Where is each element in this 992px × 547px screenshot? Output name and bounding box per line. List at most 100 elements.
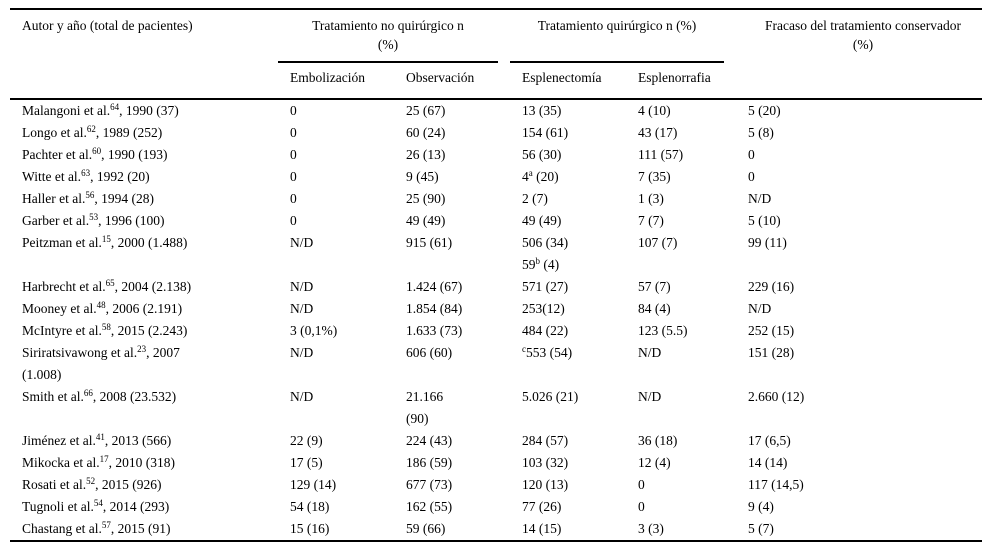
cell-embolization: 129 (14)	[290, 477, 337, 492]
column-header-failure: Fracaso del tratamiento conservador (%)	[736, 9, 983, 100]
table-row: Garber et al.53, 1996 (100) 0 49 (49) 49…	[10, 210, 982, 232]
cell-failure: 5 (10)	[748, 213, 781, 228]
cell-observation: 1.854 (84)	[406, 301, 463, 316]
cell-splenorrhaphy: 57 (7)	[638, 279, 671, 294]
table-row: Longo et al.62, 1989 (252) 0 60 (24) 154…	[10, 122, 982, 144]
cell-embolization: 15 (16)	[290, 521, 330, 536]
cell-failure: N/D	[748, 301, 772, 316]
cell-author: Rosati et al.52, 2015 (926)	[22, 476, 162, 493]
cell-splenorrhaphy: N/D	[638, 389, 662, 404]
column-header-embolization: Embolización	[278, 63, 394, 100]
cell-observation: 21.166 (90)	[406, 389, 444, 426]
cell-observation: 677 (73)	[406, 477, 453, 492]
cell-splenorrhaphy: 12 (4)	[638, 455, 671, 470]
cell-observation: 60 (24)	[406, 125, 446, 140]
table-row: Haller et al.56, 1994 (28) 0 25 (90) 2 (…	[10, 188, 982, 210]
table-row: Harbrecht et al.65, 2004 (2.138) N/D 1.4…	[10, 276, 982, 298]
cell-splenorrhaphy: 3 (3)	[638, 521, 664, 536]
column-group-surgical: Tratamiento quirúrgico n (%)	[510, 9, 736, 63]
cell-failure: 0	[748, 169, 755, 184]
cell-splenectomy: 284 (57)	[522, 433, 569, 448]
cell-observation: 59 (66)	[406, 521, 446, 536]
cell-failure: 5 (20)	[748, 103, 781, 118]
cell-splenectomy: 103 (32)	[522, 455, 569, 470]
cell-splenectomy: 13 (35)	[522, 103, 562, 118]
cell-splenectomy: 484 (22)	[522, 323, 569, 338]
cell-author: Chastang et al.57, 2015 (91)	[22, 520, 171, 537]
cell-embolization: N/D	[290, 345, 314, 360]
table-row: Jiménez et al.41, 2013 (566) 22 (9) 224 …	[10, 430, 982, 452]
cell-splenectomy: 14 (15)	[522, 521, 562, 536]
cell-splenorrhaphy: 36 (18)	[638, 433, 678, 448]
cell-splenorrhaphy: 107 (7)	[638, 235, 678, 250]
cell-splenectomy: 5.026 (21)	[522, 389, 579, 404]
cell-observation: 186 (59)	[406, 455, 453, 470]
column-group-nonsurgical-label: Tratamiento no quirúrgico n (%)	[278, 10, 498, 63]
cell-splenectomy: 506 (34) 59b (4)	[522, 235, 569, 272]
cell-splenorrhaphy: 111 (57)	[638, 147, 684, 162]
cell-observation: 9 (45)	[406, 169, 439, 184]
table-row: McIntyre et al.58, 2015 (2.243) 3 (0,1%)…	[10, 320, 982, 342]
cell-failure: N/D	[748, 191, 772, 206]
cell-embolization: 0	[290, 103, 297, 118]
cell-embolization: 0	[290, 147, 297, 162]
cell-splenorrhaphy: 7 (35)	[638, 169, 671, 184]
column-header-author: Autor y año (total de pacientes)	[10, 9, 278, 100]
cell-observation: 25 (90)	[406, 191, 446, 206]
header-sub-row: Embolización Observación Esplenectomía E…	[10, 63, 982, 100]
cell-failure: 99 (11)	[748, 235, 787, 250]
table-row: Smith et al.66, 2008 (23.532) N/D 21.166…	[10, 386, 982, 430]
cell-splenorrhaphy: 7 (7)	[638, 213, 664, 228]
cell-splenorrhaphy: N/D	[638, 345, 662, 360]
cell-author: Garber et al.53, 1996 (100)	[22, 212, 165, 229]
cell-splenorrhaphy: 0	[638, 499, 645, 514]
cell-observation: 49 (49)	[406, 213, 446, 228]
cell-splenectomy: 253(12)	[522, 301, 565, 316]
cell-embolization: 0	[290, 213, 297, 228]
cell-embolization: N/D	[290, 389, 314, 404]
table-row: Mooney et al.48, 2006 (2.191) N/D 1.854 …	[10, 298, 982, 320]
cell-author: Jiménez et al.41, 2013 (566)	[22, 432, 172, 449]
treatment-outcomes-table: Autor y año (total de pacientes) Tratami…	[10, 8, 983, 542]
table-row: Mikocka et al.17, 2010 (318) 17 (5) 186 …	[10, 452, 982, 474]
cell-splenectomy: 56 (30)	[522, 147, 562, 162]
cell-splenorrhaphy: 123 (5.5)	[638, 323, 688, 338]
cell-splenectomy: c553 (54)	[522, 344, 573, 361]
cell-author: Pachter et al.60, 1990 (193)	[22, 146, 168, 163]
cell-embolization: 0	[290, 169, 297, 184]
cell-observation: 1.633 (73)	[406, 323, 463, 338]
cell-embolization: 17 (5)	[290, 455, 323, 470]
cell-embolization: 22 (9)	[290, 433, 323, 448]
cell-author: Harbrecht et al.65, 2004 (2.138)	[22, 278, 192, 295]
table-header: Autor y año (total de pacientes) Tratami…	[10, 9, 983, 100]
cell-embolization: N/D	[290, 235, 314, 250]
cell-failure: 5 (7)	[748, 521, 774, 536]
table-row: Peitzman et al.15, 2000 (1.488) N/D 915 …	[10, 232, 982, 276]
cell-embolization: 0	[290, 125, 297, 140]
cell-splenectomy: 49 (49)	[522, 213, 562, 228]
cell-splenorrhaphy: 43 (17)	[638, 125, 678, 140]
cell-observation: 26 (13)	[406, 147, 446, 162]
cell-author: Mikocka et al.17, 2010 (318)	[22, 454, 175, 471]
cell-observation: 915 (61)	[406, 235, 453, 250]
cell-author: Mooney et al.48, 2006 (2.191)	[22, 300, 183, 317]
cell-splenectomy: 154 (61)	[522, 125, 569, 140]
cell-observation: 1.424 (67)	[406, 279, 463, 294]
cell-failure: 2.660 (12)	[748, 389, 805, 404]
table-row: Tugnoli et al.54, 2014 (293) 54 (18) 162…	[10, 496, 982, 518]
cell-author: McIntyre et al.58, 2015 (2.243)	[22, 322, 188, 339]
column-group-nonsurgical: Tratamiento no quirúrgico n (%)	[278, 9, 510, 63]
cell-observation: 162 (55)	[406, 499, 453, 514]
cell-author: Longo et al.62, 1989 (252)	[22, 124, 163, 141]
column-header-observation: Observación	[394, 63, 510, 100]
cell-splenectomy: 571 (27)	[522, 279, 569, 294]
cell-embolization: 0	[290, 191, 297, 206]
table-body: Malangoni et al.64, 1990 (37) 0 25 (67) …	[10, 99, 982, 541]
cell-author: Siriratsivawong et al.23, 2007 (1.008)	[22, 344, 180, 383]
table-row: Witte et al.63, 1992 (20) 0 9 (45) 4a (2…	[10, 166, 982, 188]
cell-embolization: N/D	[290, 301, 314, 316]
cell-failure: 9 (4)	[748, 499, 774, 514]
column-header-splenectomy: Esplenectomía	[510, 63, 626, 100]
column-header-splenorrhaphy: Esplenorrafia	[626, 63, 737, 100]
